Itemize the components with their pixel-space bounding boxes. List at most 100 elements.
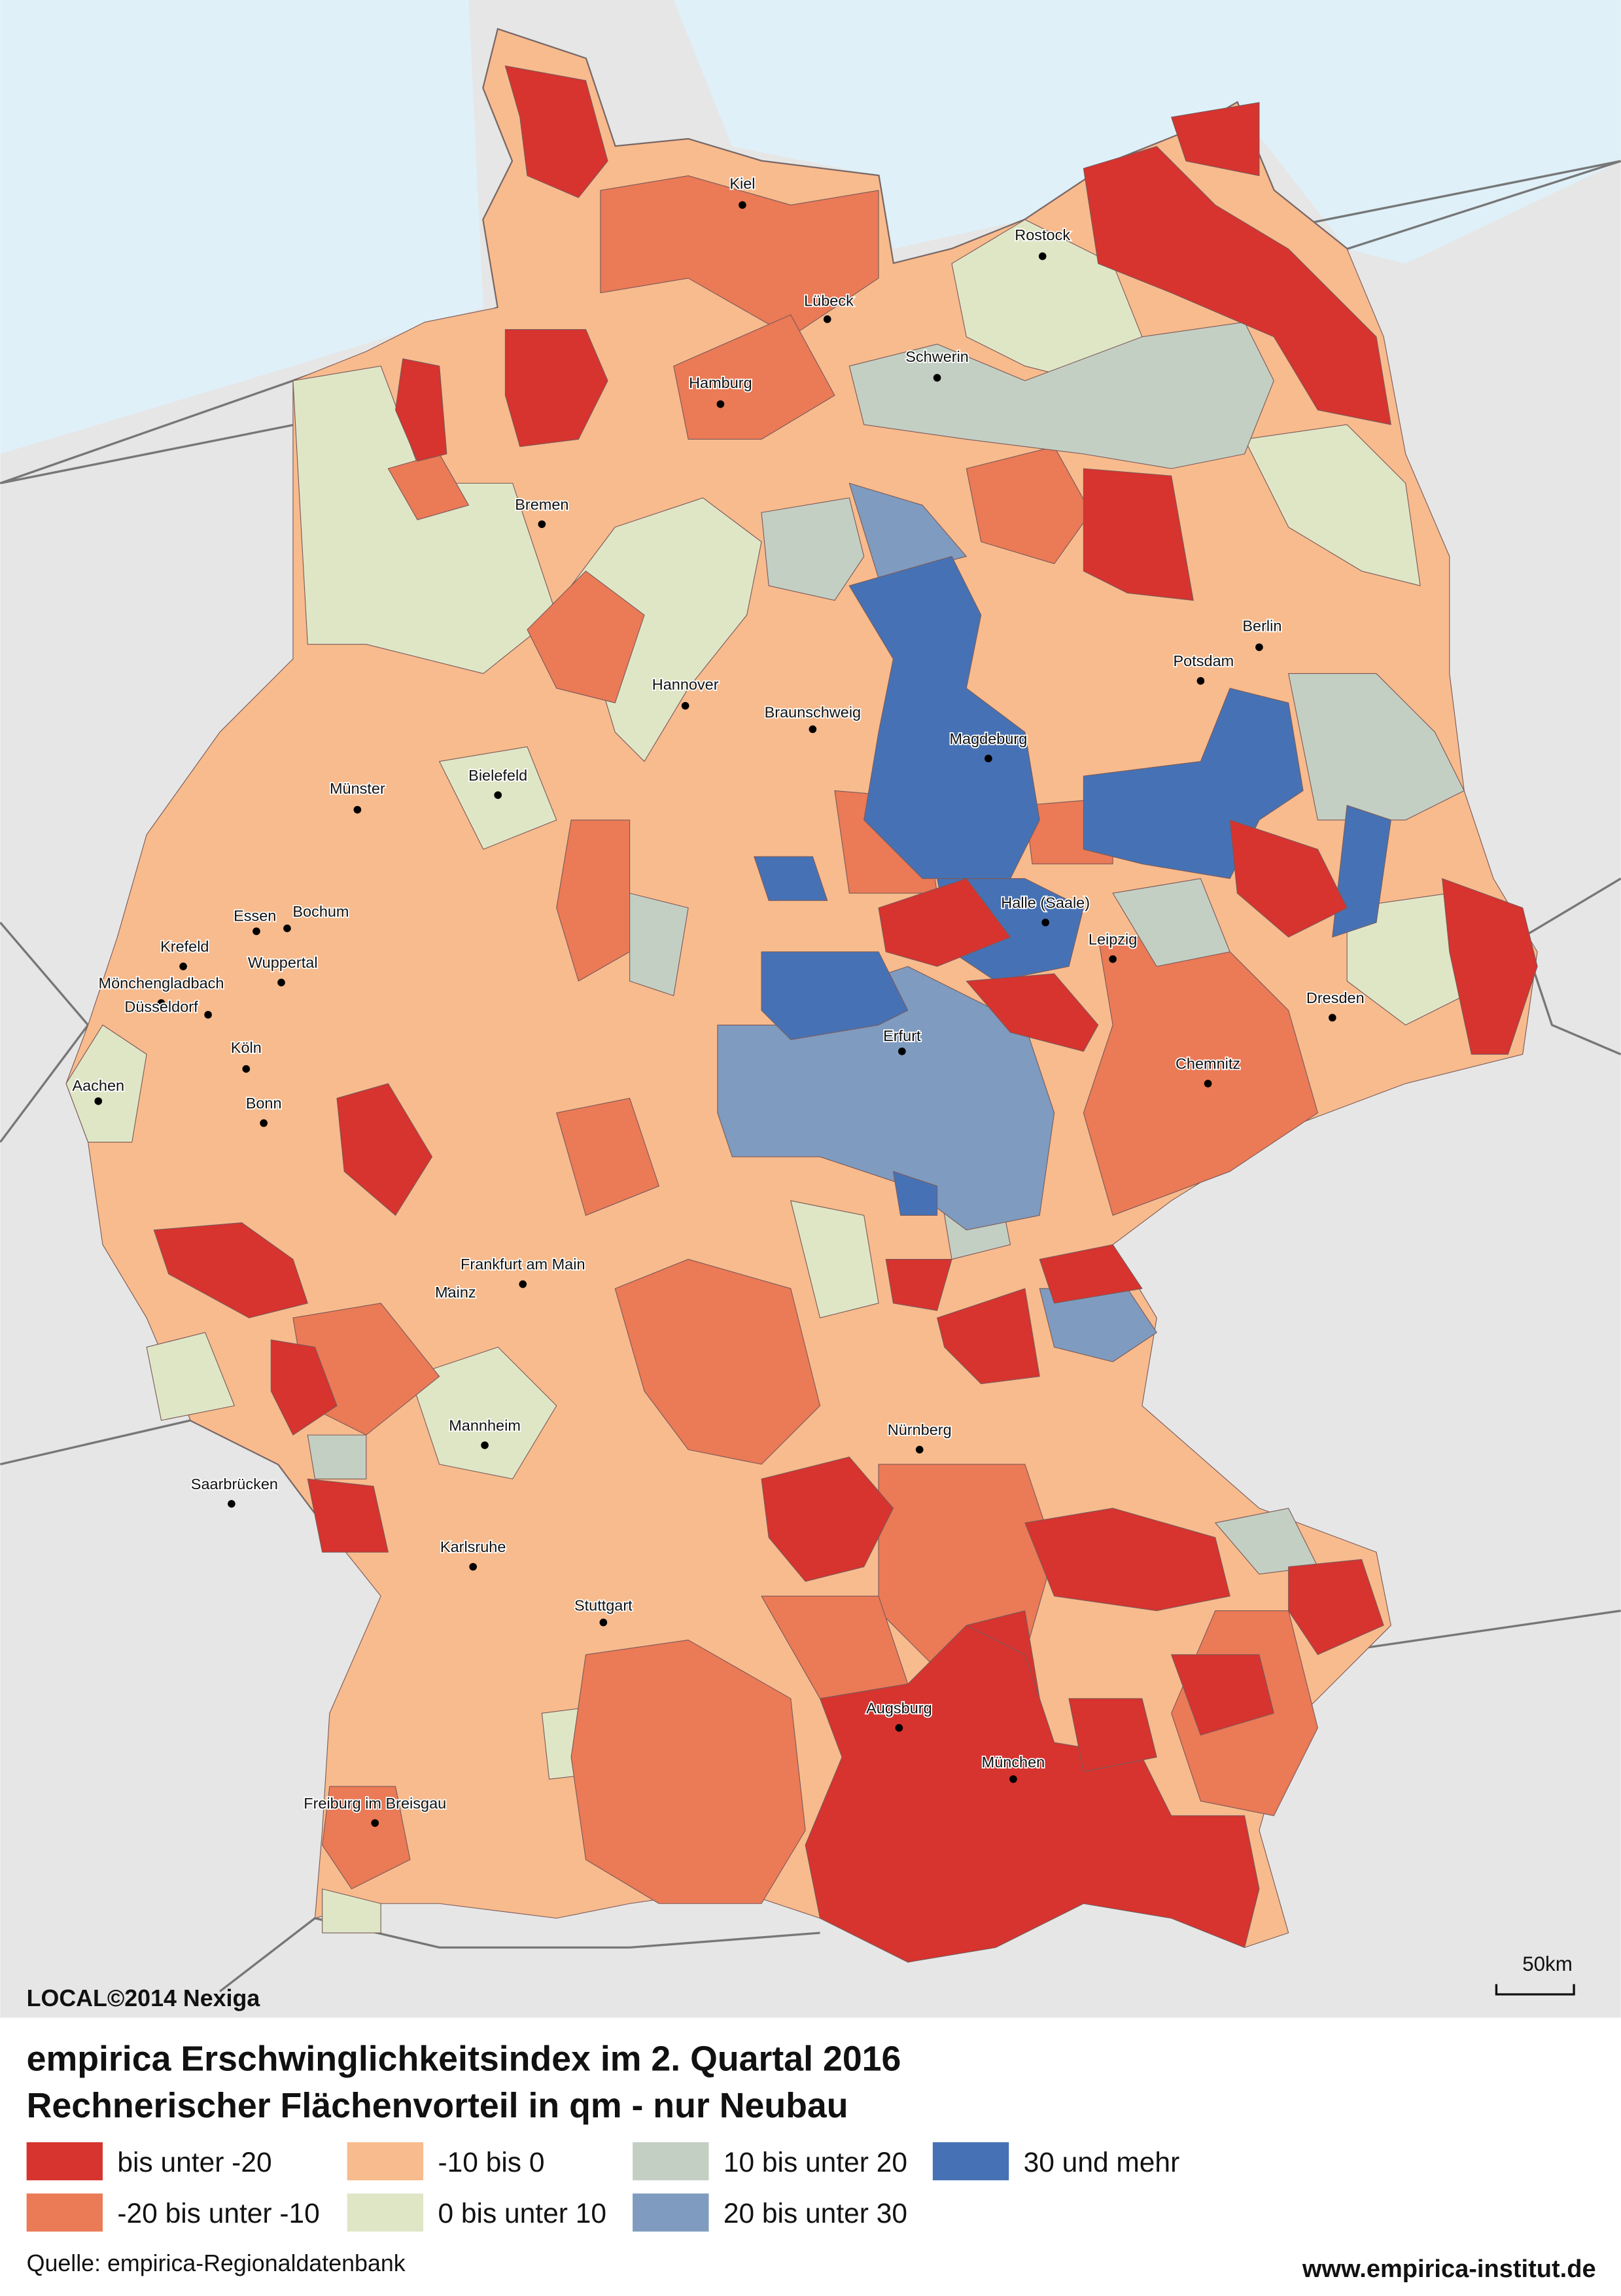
subtitle: Rechnerischer Flächenvorteil in qm - nur…: [27, 2086, 848, 2125]
city-label: Potsdam: [1174, 652, 1234, 669]
regions: [65, 29, 1538, 1963]
region: [892, 1171, 938, 1216]
city-dot: [739, 201, 746, 209]
legend-swatch: [633, 2193, 709, 2232]
city-dot: [353, 805, 362, 814]
city-dot: [283, 924, 291, 932]
city-label: Frankfurt am Main: [461, 1256, 585, 1273]
region: [614, 1259, 821, 1465]
city-label: Braunschweig: [765, 704, 862, 721]
city-dot: [519, 1280, 527, 1288]
region: [307, 1434, 367, 1479]
legend-swatch: [26, 2142, 103, 2181]
region: [570, 1639, 806, 1904]
city-dot: [371, 1819, 379, 1827]
legend-label: -10 bis 0: [438, 2147, 544, 2178]
title: empirica Erschwinglichkeitsindex im 2. Q…: [27, 2039, 901, 2078]
region: [322, 1888, 381, 1934]
region: [805, 1625, 1260, 1963]
region: [761, 1457, 894, 1582]
region: [1083, 146, 1391, 425]
city-label: Berlin: [1242, 618, 1281, 635]
city-label: Erfurt: [883, 1027, 921, 1044]
city-dot: [1328, 1014, 1336, 1022]
city-dot: [1255, 643, 1263, 651]
city-label: Halle (Saale): [1001, 894, 1090, 911]
legend-swatch: [932, 2142, 1009, 2181]
city-dot: [538, 520, 546, 528]
city-dot: [1009, 1775, 1017, 1783]
scale-bar: [1495, 1984, 1575, 1996]
region: [65, 1024, 147, 1143]
region: [1083, 468, 1194, 601]
city-label: Bonn: [246, 1095, 282, 1112]
legend-label: 10 bis unter 20: [723, 2147, 907, 2178]
region: [556, 819, 631, 981]
city-dot: [1041, 919, 1049, 927]
city-dot: [823, 315, 831, 323]
city-label: Hamburg: [689, 374, 752, 391]
legend-label: 0 bis unter 10: [438, 2199, 606, 2229]
city-dot: [915, 1445, 924, 1454]
region: [848, 321, 1274, 469]
scale-label: 50km: [1522, 1952, 1573, 1975]
city-dot: [277, 978, 285, 987]
region: [1171, 102, 1260, 177]
city-label: Dresden: [1306, 989, 1365, 1006]
region: [556, 1097, 659, 1216]
city-label: Stuttgart: [574, 1597, 633, 1614]
city-label: Lübeck: [804, 292, 854, 309]
city-label: Bremen: [515, 496, 568, 513]
city-dot: [444, 1287, 452, 1296]
city-dot: [242, 1065, 251, 1073]
city-dot: [985, 754, 992, 763]
region: [848, 482, 967, 579]
city-label: Mönchengladbach: [99, 975, 224, 992]
city-label: Karlsruhe: [440, 1538, 506, 1555]
region: [307, 1478, 389, 1553]
city-label: Wuppertal: [248, 954, 318, 971]
region: [336, 1083, 433, 1216]
city-label: Rostock: [1015, 226, 1070, 243]
legend-swatch: [347, 2142, 424, 2181]
region: [885, 1259, 952, 1311]
city-label: Mannheim: [449, 1417, 521, 1434]
region: [504, 65, 608, 198]
city-label: Kiel: [729, 175, 755, 192]
legend-label: bis unter -20: [117, 2147, 271, 2178]
city-label: Bielefeld: [468, 767, 527, 784]
sea: [673, 0, 1621, 264]
city-dot: [469, 1563, 477, 1571]
region: [600, 175, 879, 338]
region: [395, 358, 447, 462]
city-label: Leipzig: [1089, 930, 1137, 947]
region: [1288, 673, 1465, 821]
region: [146, 1332, 235, 1421]
region: [153, 1222, 308, 1318]
region: [761, 497, 865, 601]
region: [629, 892, 689, 997]
city-dot: [599, 1618, 608, 1627]
region: [1024, 1508, 1230, 1612]
legend-label: 30 und mehr: [1024, 2147, 1180, 2178]
region: [1068, 1698, 1157, 1773]
region: [1288, 1559, 1384, 1655]
website: www.empirica-institut.de: [1302, 2255, 1596, 2283]
legend-swatch: [347, 2193, 424, 2232]
city-dot: [481, 1441, 489, 1449]
city-label: Magdeburg: [949, 730, 1027, 747]
region: [673, 314, 835, 440]
border-line: [1521, 877, 1621, 1055]
city-label: Düsseldorf: [124, 998, 198, 1015]
city-label: Augsburg: [866, 1699, 932, 1716]
city-label: Münster: [330, 780, 385, 797]
region: [1346, 892, 1465, 1026]
region: [1244, 424, 1421, 586]
legend-swatch: [633, 2142, 709, 2181]
city-dot: [716, 400, 725, 408]
region: [1229, 819, 1348, 938]
city-label: Schwerin: [905, 348, 969, 365]
city-label: Aachen: [72, 1077, 124, 1094]
region: [1171, 1654, 1274, 1736]
